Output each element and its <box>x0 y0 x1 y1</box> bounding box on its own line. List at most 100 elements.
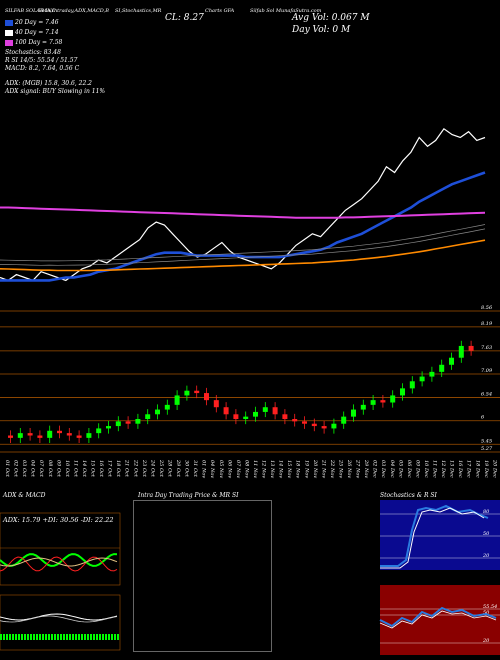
x-tick-label: 16 Oct <box>98 460 104 478</box>
candle-body <box>17 433 23 438</box>
macd-histogram-bar <box>66 634 68 640</box>
y-tick-label: 5.45 <box>481 438 492 444</box>
candle-body <box>390 395 396 403</box>
stoch-k-line <box>380 504 489 567</box>
intraday-panel <box>133 500 272 652</box>
macd-histogram-bar <box>99 634 101 640</box>
y-tick-label: 7.09 <box>481 368 493 374</box>
macd-histogram-bar <box>63 634 65 640</box>
candle-body <box>370 400 376 405</box>
candle-body <box>213 400 219 408</box>
x-tick-label: 04 Dec <box>389 460 395 478</box>
y-tick-label: 5.27 <box>481 446 493 452</box>
candle-body <box>351 409 356 417</box>
macd-histogram-bar <box>36 634 38 640</box>
candle-body <box>449 357 454 365</box>
candle-body <box>253 411 258 417</box>
x-tick-label: 22 Oct <box>132 459 138 478</box>
x-tick-label: 14 Oct <box>81 460 87 478</box>
candle-body <box>439 364 445 372</box>
candle-body <box>331 423 337 429</box>
legend-label-100: 100 Day = 7.58 <box>15 39 63 46</box>
macd-histogram-bar <box>39 634 41 640</box>
x-tick-label: 29 Nov <box>363 459 369 478</box>
x-tick-label: 13 Nov <box>269 460 275 478</box>
x-tick-label: 05 Nov <box>218 460 224 478</box>
x-tick-label: 31 Oct <box>192 460 198 478</box>
candle-body <box>321 426 327 429</box>
x-tick-label: 20 Dec <box>491 459 497 478</box>
x-tick-label: 28 Oct <box>167 459 173 478</box>
macd-histogram-bar <box>6 634 8 640</box>
macd-histogram-bar <box>18 634 20 640</box>
adx-macd-title: ADX & MACD <box>3 492 46 499</box>
candle-body <box>341 416 347 424</box>
ema-series-line-3 <box>0 239 486 272</box>
aux-line-0 <box>0 228 486 266</box>
y-tick-label: 8.56 <box>481 305 493 311</box>
candle-body <box>57 430 62 434</box>
candle-body <box>380 400 386 403</box>
macd-histogram-bar <box>96 634 98 640</box>
legend-swatch-20 <box>5 20 13 26</box>
rsi-tick: 50 <box>483 610 490 616</box>
stoch-tick: 50 <box>483 531 490 537</box>
x-tick-label: 11 Oct <box>72 460 78 478</box>
macd-signal-line <box>0 615 118 623</box>
candlestick-chart: 8.56 8.19 7.63 7.09 6.54 6 5.45 5.27 <box>0 305 500 453</box>
macd-histogram-bar <box>45 634 47 640</box>
candle-body <box>155 409 160 415</box>
x-tick-label: 12 Nov <box>261 460 267 478</box>
x-tick-label: 17 Oct <box>107 460 113 478</box>
x-tick-label: 18 Oct <box>115 460 121 478</box>
stoch-d-line <box>380 507 485 569</box>
macd-histogram-bar <box>111 634 113 640</box>
candle-body <box>409 381 415 389</box>
x-tick-label: 15 Nov <box>286 460 292 478</box>
macd-histogram-bar <box>0 634 2 640</box>
candle-body <box>419 376 425 382</box>
adx-frame <box>0 512 121 586</box>
x-tick-label: 10 Dec <box>423 460 429 478</box>
legend-label-40: 40 Day = 7.14 <box>15 29 59 36</box>
x-tick-label: 19 Nov <box>303 460 309 478</box>
x-tick-label: 01 Nov <box>201 460 207 478</box>
adx-stat: ADX: (MGB) 15.8, 30.6, 22.2 <box>5 80 92 87</box>
macd-histogram-bar <box>57 634 59 640</box>
macd-histogram-bar <box>30 634 32 640</box>
price-ema-chart <box>0 127 486 282</box>
candle-body <box>37 435 43 438</box>
macd-histogram-bar <box>3 634 5 640</box>
candle-body <box>302 421 307 424</box>
macd-histogram-bar <box>72 634 74 640</box>
macd-histogram-bar <box>27 634 29 640</box>
y-tick-label: 6 <box>481 415 485 421</box>
legend-swatch-40 <box>5 30 13 36</box>
top-label-1: EMA,Intraday,ADX,MACD,B <box>38 8 109 14</box>
candle-body <box>468 345 474 351</box>
x-tick-label: 09 Dec <box>414 460 420 478</box>
x-tick-label: 21 Nov <box>320 459 326 478</box>
adx-subtitle: ADX: 15.79 +DI: 30.56 -DI: 22.22 <box>2 516 113 524</box>
macd-line <box>0 613 118 621</box>
x-tick-label: 06 Dec <box>406 460 412 478</box>
candle-body <box>115 421 121 427</box>
macd-histogram-bar <box>15 634 17 640</box>
avg-volume: Avg Vol: 0.067 M <box>292 13 370 23</box>
rsi-tick: 20 <box>482 638 490 644</box>
x-tick-label: 21 Oct <box>124 459 130 478</box>
top-label-4: Silfab Sol MunafaSutra.com <box>250 8 322 14</box>
candle-body <box>66 433 72 436</box>
candle-body <box>96 428 102 434</box>
y-tick-label: 7.63 <box>481 345 492 351</box>
macd-stat: MACD: 8.2, 7.64, 0.56 C <box>5 65 80 72</box>
x-tick-label: 09 Oct <box>55 460 61 478</box>
candle-body <box>360 404 366 410</box>
x-tick-label: 07 Oct <box>38 460 44 478</box>
macd-histogram-bar <box>33 634 35 640</box>
x-tick-label: 22 Nov <box>329 459 335 478</box>
candle-body <box>458 345 464 358</box>
x-tick-label: 19 Dec <box>483 460 489 478</box>
stochastics-stat: Stochastics: 83.48 <box>5 49 61 56</box>
